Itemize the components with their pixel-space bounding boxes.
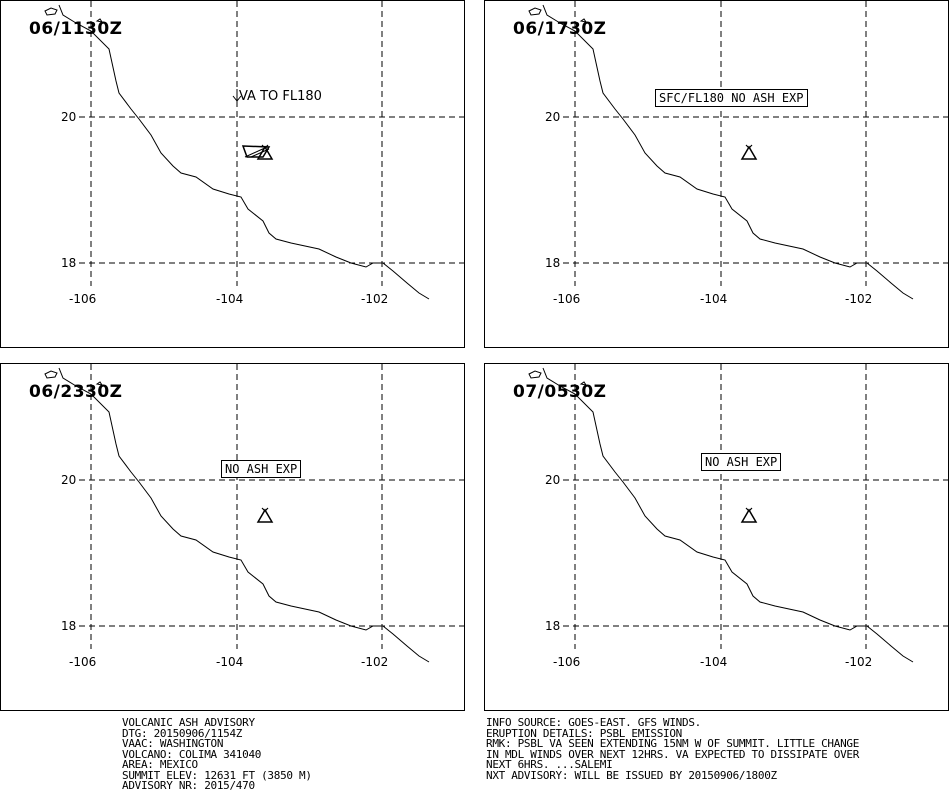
volcano-icon: [740, 507, 758, 523]
lat-label-20: 20: [545, 473, 561, 487]
advisory-line: AREA: MEXICO: [122, 758, 198, 771]
advisory-line: VOLCANO: COLIMA 341040: [122, 747, 262, 761]
advisory-line: INFO SOURCE: GOES-EAST. GFS WINDS.: [486, 716, 701, 729]
advisory-line: NEXT 6HRS. ...SALEMI: [486, 758, 613, 771]
map-canvas: [44, 364, 466, 663]
advisory-line: VAAC: WASHINGTON: [122, 737, 224, 750]
lon-label-104: -104: [700, 292, 728, 306]
ash-label-box: SFC/FL180 NO ASH EXP: [655, 89, 808, 107]
lon-label-102: -102: [845, 292, 873, 306]
ash-label-box: NO ASH EXP: [221, 460, 302, 478]
panel-time: 07/0530Z: [513, 382, 607, 402]
island-outline: [95, 381, 104, 386]
advisory-info-left: VOLCANIC ASH ADVISORY DTG: 20150906/1154…: [122, 716, 312, 792]
lat-label-18: 18: [61, 619, 77, 633]
lon-label-106: -106: [553, 655, 581, 669]
lon-label-102: -102: [361, 655, 389, 669]
lat-label-20: 20: [545, 110, 561, 124]
map-panel-1: 06/1130Z 20 18 -106 -104 -102 VA TO FL18…: [0, 0, 466, 348]
lon-label-106: -106: [69, 655, 97, 669]
lon-label-104: -104: [216, 292, 244, 306]
island-outline: [528, 7, 542, 16]
advisory-line: ADVISORY NR: 2015/470: [122, 779, 255, 792]
coastline: [58, 4, 430, 300]
ash-label-box: NO ASH EXP: [701, 453, 782, 471]
volcano-icon: [256, 507, 274, 523]
island-outline: [579, 381, 588, 386]
advisory-info-right: INFO SOURCE: GOES-EAST. GFS WINDS. ERUPT…: [486, 716, 860, 782]
advisory-line: RMK: PSBL VA SEEN EXTENDING 15NM W OF SU…: [486, 737, 860, 750]
island-outline: [528, 370, 542, 379]
lon-label-104: -104: [216, 655, 244, 669]
map-canvas: [528, 364, 950, 663]
advisory-line: IN MDL WINDS OVER NEXT 12HRS. VA EXPECTE…: [486, 747, 860, 761]
map-panel-2: 06/1730Z 20 18 -106 -104 -102 SFC/FL180 …: [484, 0, 950, 348]
panel-time: 06/1130Z: [29, 19, 123, 39]
coastline: [542, 4, 914, 300]
lat-label-18: 18: [545, 619, 561, 633]
island-outline: [44, 7, 58, 16]
panel-time: 06/1730Z: [513, 19, 607, 39]
lon-label-102: -102: [361, 292, 389, 306]
lat-label-20: 20: [61, 473, 77, 487]
advisory-line: VOLCANIC ASH ADVISORY: [122, 716, 255, 729]
lat-label-18: 18: [61, 256, 77, 270]
lat-label-18: 18: [545, 256, 561, 270]
island-outline: [95, 18, 104, 23]
volcano-icon: [740, 144, 758, 160]
map-panel-4: 07/0530Z 20 18 -106 -104 -102 NO ASH EXP: [484, 363, 950, 711]
lon-label-106: -106: [553, 292, 581, 306]
ash-cloud-hatch: [250, 148, 270, 158]
ash-cloud-outline: [241, 145, 271, 158]
lon-label-104: -104: [700, 655, 728, 669]
coastline: [542, 367, 914, 663]
map-canvas: [528, 1, 950, 300]
lon-label-102: -102: [845, 655, 873, 669]
label-arrow: [232, 89, 242, 102]
lon-label-106: -106: [69, 292, 97, 306]
panel-time: 06/2330Z: [29, 382, 123, 402]
advisory-line: DTG: 20150906/1154Z: [122, 726, 243, 740]
ash-cloud-hatch: [244, 146, 268, 158]
advisory-line: NXT ADVISORY: WILL BE ISSUED BY 20150906…: [486, 768, 777, 782]
ash-label: VA TO FL180: [239, 89, 322, 104]
map-panel-3: 06/2330Z 20 18 -106 -104 -102 NO ASH EXP: [0, 363, 466, 711]
island-outline: [579, 18, 588, 23]
coastline: [58, 367, 430, 663]
advisory-line: ERUPTION DETAILS: PSBL EMISSION: [486, 726, 682, 740]
advisory-line: SUMMIT ELEV: 12631 FT (3850 M): [122, 768, 312, 782]
lat-label-20: 20: [61, 110, 77, 124]
island-outline: [44, 370, 58, 379]
map-canvas: [44, 1, 466, 300]
